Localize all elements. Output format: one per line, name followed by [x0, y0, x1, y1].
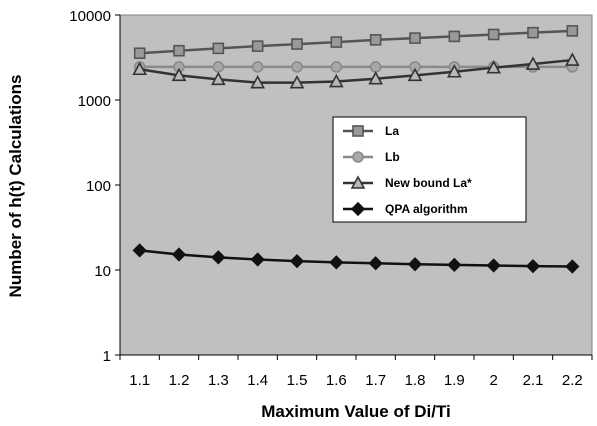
x-tick-label: 1.7 — [365, 372, 386, 389]
data-point — [171, 247, 187, 262]
y-tick-label: 10 — [94, 263, 111, 280]
data-point — [251, 40, 264, 52]
data-point — [210, 71, 226, 86]
data-point — [487, 28, 500, 41]
legend-label: La — [385, 124, 399, 138]
data-point — [212, 42, 225, 55]
legend-entry: QPA algorithm — [343, 201, 468, 217]
data-point — [446, 64, 462, 78]
x-axis: 1.1 1.2 1.3 1.4 1.5 1.6 1.7 1.8 1.9 2 2.1 2.2 — [119, 354, 593, 389]
legend-marker — [350, 175, 366, 189]
x-tick-label: 1.3 — [208, 372, 229, 389]
x-tick-label: 1.8 — [405, 372, 426, 389]
data-point — [407, 67, 423, 82]
series-line — [139, 29, 573, 55]
legend-marker — [352, 125, 364, 137]
y-tick-label: 1000 — [78, 93, 111, 110]
legend-entry: Lb — [343, 150, 400, 164]
x-tick-label: 2.2 — [562, 372, 583, 389]
data-point — [407, 257, 423, 272]
data-point — [525, 259, 541, 274]
y-tick-label: 100 — [86, 178, 111, 195]
data-point — [212, 61, 225, 73]
legend-entry: La — [343, 124, 399, 138]
series-3 — [132, 52, 580, 89]
data-point — [369, 61, 382, 73]
data-point — [132, 243, 147, 258]
data-point — [291, 38, 303, 50]
data-point — [330, 36, 343, 48]
data-point — [486, 258, 501, 273]
series-4 — [132, 243, 580, 274]
data-point — [289, 254, 305, 269]
y-tick-label: 1 — [103, 348, 111, 365]
legend-box — [332, 116, 527, 223]
data-point — [211, 250, 226, 265]
data-point — [250, 252, 265, 267]
legend-marker — [350, 201, 366, 217]
series-layer — [132, 25, 580, 274]
data-point — [486, 60, 502, 74]
data-point — [525, 56, 541, 70]
x-tick-label: 1.2 — [169, 372, 190, 389]
data-point — [291, 61, 303, 73]
data-point — [564, 52, 580, 66]
x-tick-label: 2 — [489, 372, 497, 389]
legend-label: QPA algorithm — [385, 202, 468, 216]
x-tick-label: 1.4 — [247, 372, 268, 389]
data-point — [368, 256, 383, 271]
data-point — [289, 74, 305, 89]
data-point — [173, 44, 185, 57]
legend-marker — [352, 151, 364, 163]
series-1 — [133, 25, 579, 60]
series-line — [139, 58, 573, 84]
data-point — [409, 32, 421, 44]
legend-entry: New bound La* — [343, 175, 472, 190]
y-tick-label: 10000 — [69, 8, 111, 25]
y-axis-title: Number of h(t) Calculations — [6, 75, 25, 298]
x-tick-label: 1.9 — [444, 372, 465, 389]
data-point — [329, 255, 344, 270]
data-point — [171, 67, 187, 82]
legend-label: New bound La* — [385, 176, 472, 190]
x-axis-title: Maximum Value of Di/Ti — [261, 402, 451, 421]
data-point — [250, 74, 266, 89]
data-point — [566, 25, 579, 37]
x-tick-label: 1.1 — [129, 372, 150, 389]
data-point — [328, 73, 344, 88]
data-point — [132, 61, 148, 76]
data-point — [330, 61, 343, 73]
data-point — [133, 47, 146, 60]
data-point — [565, 259, 580, 274]
data-point — [251, 61, 264, 73]
data-point — [369, 34, 382, 46]
legend-label: Lb — [385, 150, 400, 164]
data-point — [527, 26, 539, 39]
x-tick-label: 2.1 — [523, 372, 544, 389]
data-point — [368, 71, 384, 85]
y-axis: 1 10 100 1000 10000 — [69, 8, 121, 365]
x-tick-label: 1.5 — [287, 372, 308, 389]
x-tick-label: 1.6 — [326, 372, 347, 389]
data-point — [448, 30, 461, 43]
data-point — [447, 257, 462, 272]
legend: La Lb New bound La* QPA algorithm — [332, 116, 527, 223]
